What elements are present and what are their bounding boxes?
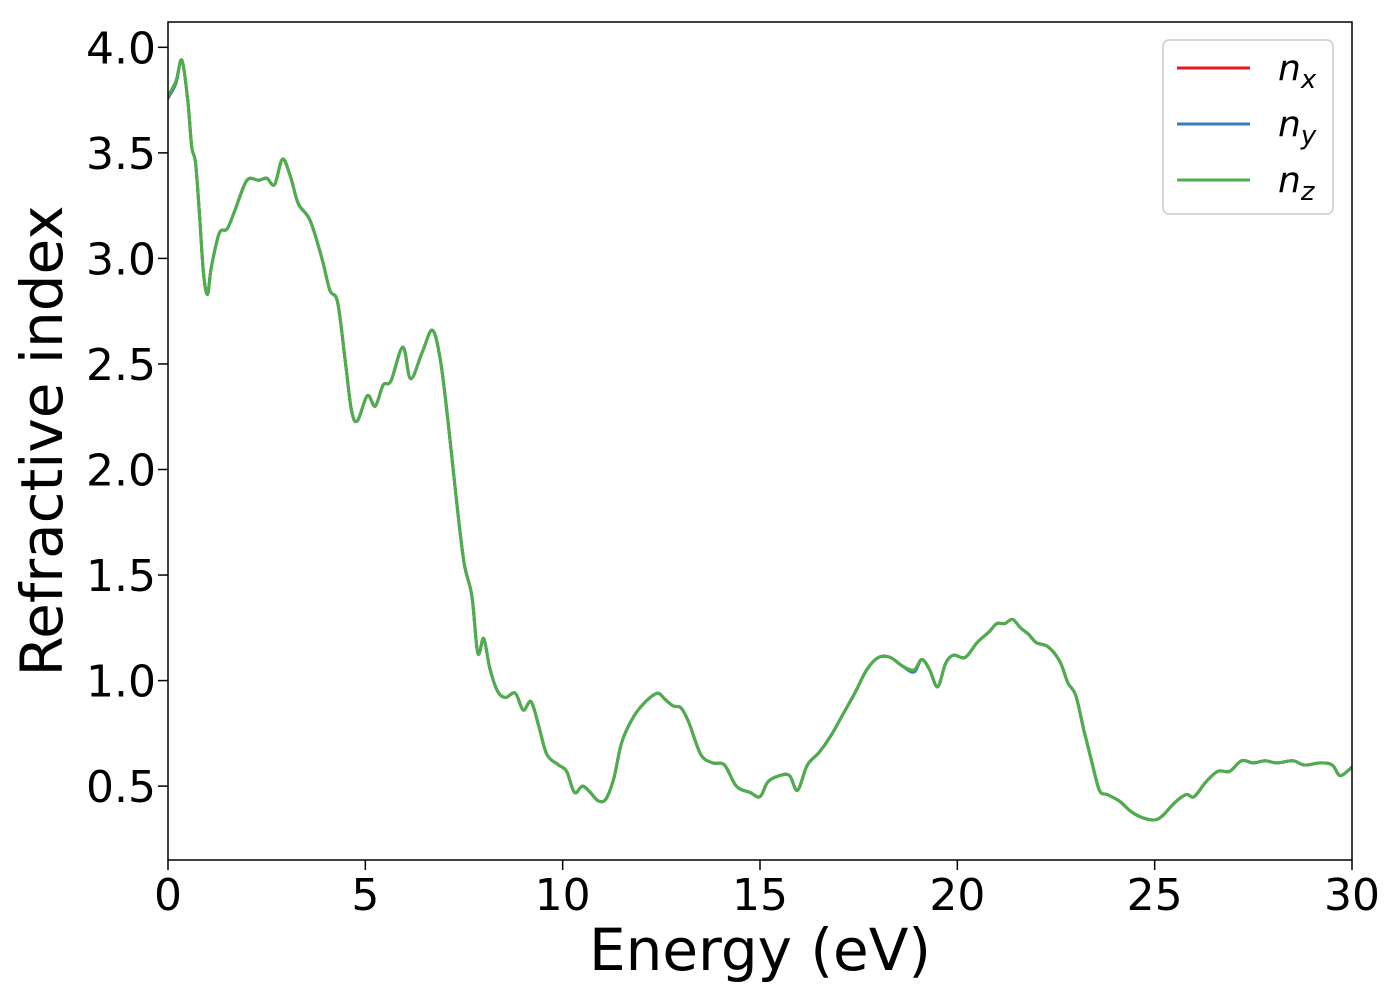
y-tick-label: 3.5	[86, 129, 156, 180]
x-tick-label: 5	[351, 870, 379, 921]
y-tick-label: 2.0	[86, 445, 156, 496]
y-tick-label: 4.0	[86, 23, 156, 74]
y-tick-label: 1.0	[86, 657, 156, 708]
series-layer	[168, 58, 1352, 822]
legend-label-nx: nx	[1278, 48, 1317, 95]
x-axis-title: Energy (eV)	[589, 916, 931, 984]
x-tick-label: 30	[1324, 870, 1380, 921]
legend: nx ny nz	[1162, 39, 1334, 215]
x-tick-label: 20	[929, 870, 985, 921]
y-axis: 0.5 1.0 1.5 2.0 2.5 3.0 3.5 4.0	[86, 23, 168, 813]
y-axis-title: Refractive index	[8, 205, 76, 676]
x-axis: 0 5 10 15 20 25 30	[154, 860, 1380, 921]
legend-box	[1162, 39, 1334, 215]
series-line-nz	[168, 58, 1352, 822]
y-tick-label: 1.5	[86, 551, 156, 602]
y-tick-label: 2.5	[86, 340, 156, 391]
legend-label-nz: nz	[1278, 160, 1316, 207]
x-tick-label: 25	[1127, 870, 1183, 921]
legend-label-ny: ny	[1278, 104, 1317, 151]
y-tick-label: 0.5	[86, 762, 156, 813]
x-tick-label: 15	[732, 870, 788, 921]
x-tick-label: 10	[535, 870, 591, 921]
x-tick-label: 0	[154, 870, 182, 921]
y-tick-label: 3.0	[86, 234, 156, 285]
